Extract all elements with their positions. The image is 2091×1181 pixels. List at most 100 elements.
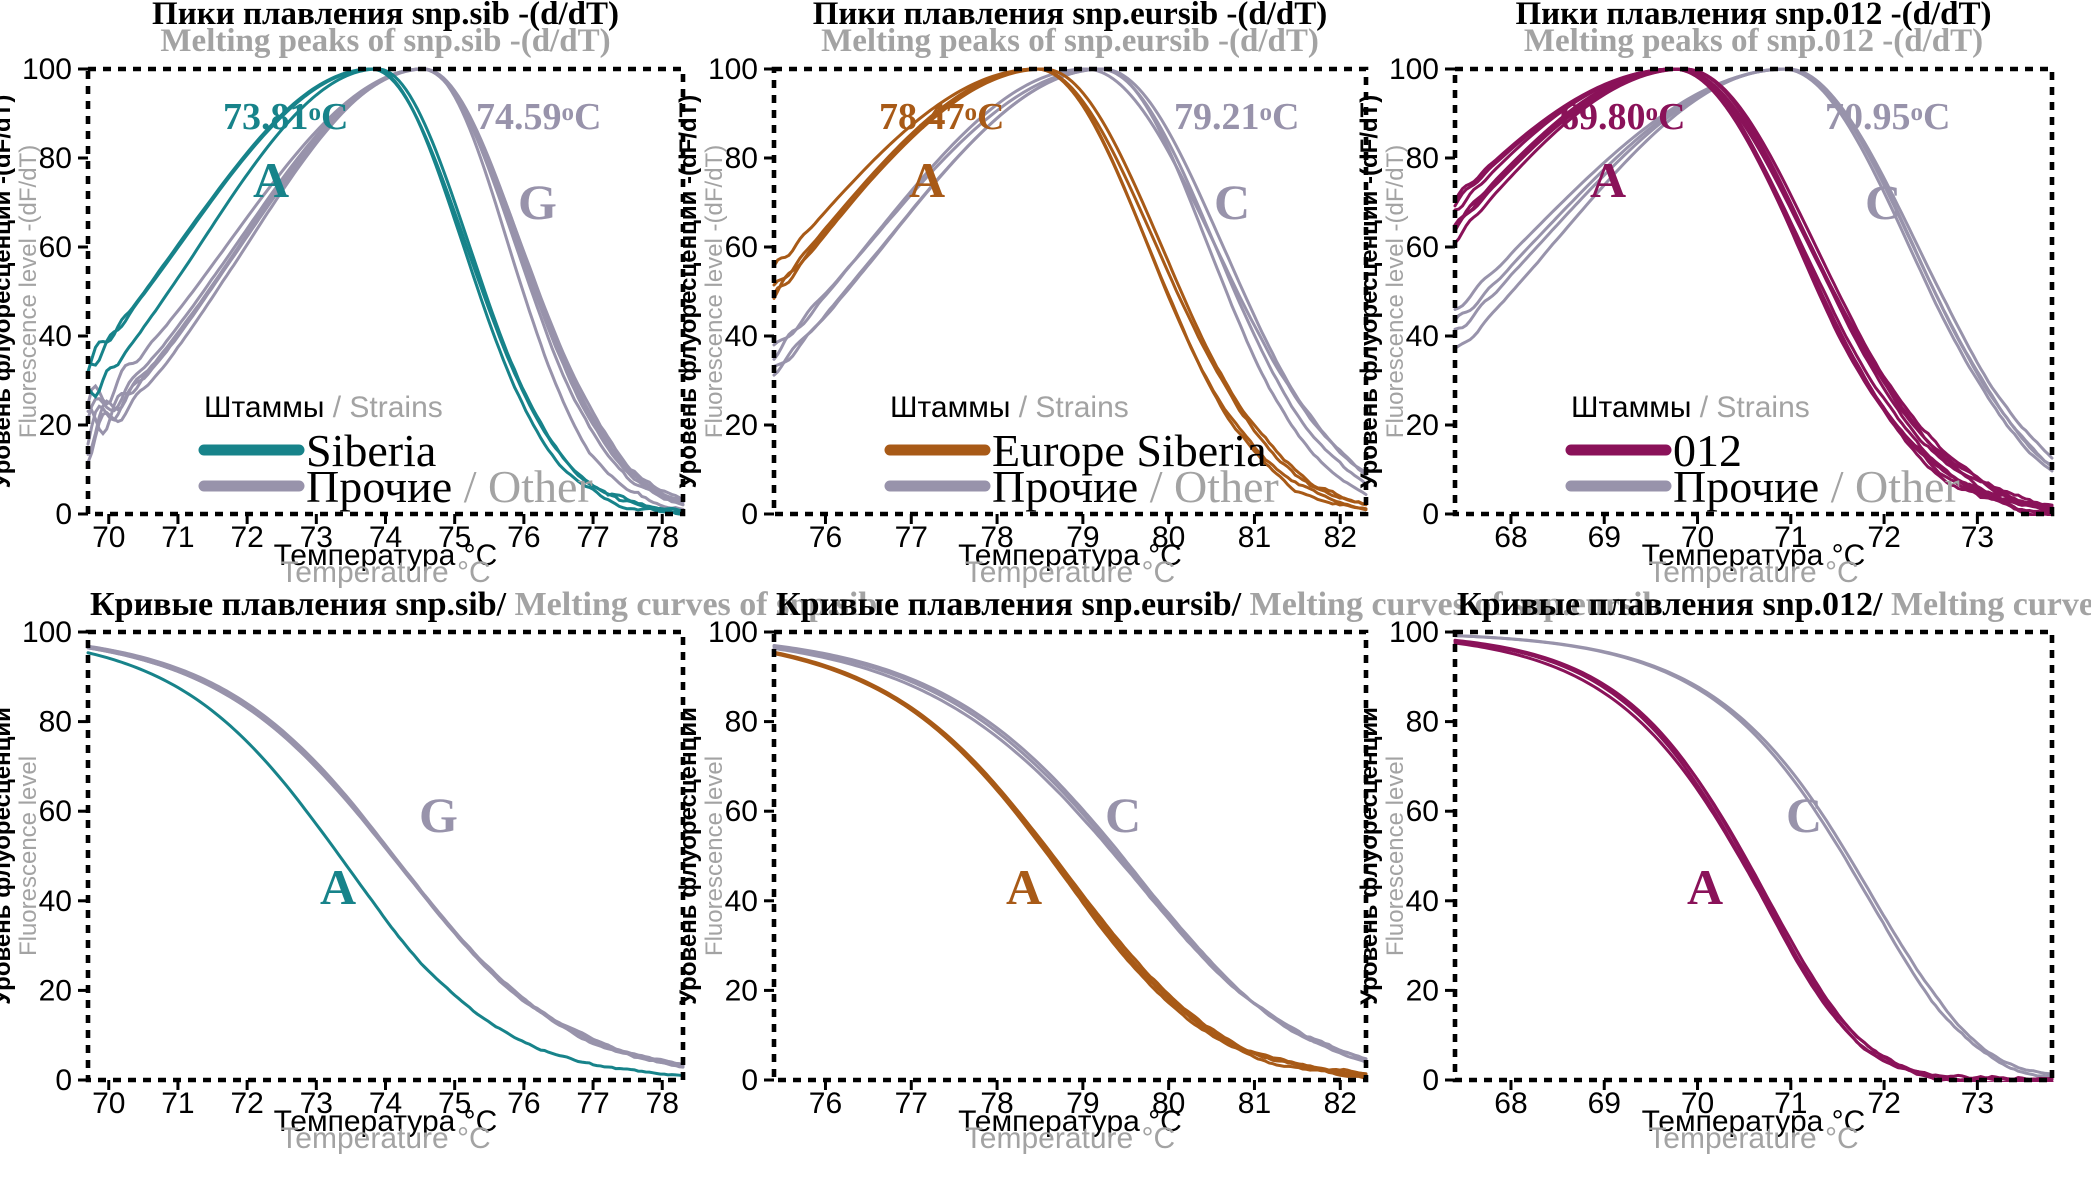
svg-text:73.81oC: 73.81oC — [223, 96, 348, 138]
svg-text:Melting peaks of snp.012 -(d/d: Melting peaks of snp.012 -(d/dT) — [1524, 23, 1983, 59]
svg-text:0: 0 — [1422, 498, 1439, 531]
svg-text:80: 80 — [1406, 142, 1439, 175]
svg-text:68: 68 — [1494, 1087, 1527, 1120]
svg-text:81: 81 — [1238, 1087, 1271, 1120]
svg-text:Прочие / Other: Прочие / Other — [306, 461, 593, 512]
svg-text:40: 40 — [1406, 320, 1439, 353]
svg-text:69.80oC: 69.80oC — [1560, 96, 1685, 138]
svg-text:82: 82 — [1324, 1087, 1357, 1120]
svg-text:40: 40 — [1406, 885, 1439, 918]
svg-text:70: 70 — [92, 1087, 125, 1120]
svg-text:71: 71 — [161, 1087, 194, 1120]
svg-text:100: 100 — [22, 53, 72, 86]
svg-text:Уровень флуоресценции: Уровень флуоресценции — [675, 707, 702, 1005]
svg-text:0: 0 — [55, 1064, 72, 1097]
svg-text:A: A — [320, 859, 356, 915]
svg-text:20: 20 — [39, 409, 72, 442]
svg-text:Fluorescence level -(dF/dT): Fluorescence level -(dF/dT) — [701, 145, 728, 438]
svg-text:79.21oC: 79.21oC — [1174, 96, 1299, 138]
svg-text:72: 72 — [1867, 521, 1900, 554]
svg-text:Уровень флуоресценции: Уровень флуоресценции — [1356, 707, 1383, 1005]
svg-text:G: G — [419, 787, 458, 843]
svg-text:76: 76 — [809, 1087, 842, 1120]
svg-text:60: 60 — [725, 231, 758, 264]
svg-text:72: 72 — [1867, 1087, 1900, 1120]
svg-text:Temperature °C: Temperature °C — [280, 1122, 490, 1155]
svg-text:Уровень флуоресценции: Уровень флуоресценции — [0, 707, 16, 1005]
svg-text:C: C — [1214, 174, 1250, 230]
svg-text:72: 72 — [230, 521, 263, 554]
svg-text:78.47oC: 78.47oC — [879, 96, 1004, 138]
svg-text:C: C — [1105, 787, 1141, 843]
svg-text:71: 71 — [161, 521, 194, 554]
svg-text:Прочие / Other: Прочие / Other — [992, 461, 1279, 512]
svg-text:78: 78 — [646, 1087, 679, 1120]
svg-text:68: 68 — [1494, 521, 1527, 554]
svg-text:80: 80 — [725, 142, 758, 175]
svg-text:40: 40 — [39, 885, 72, 918]
svg-text:77: 77 — [895, 1087, 928, 1120]
svg-text:C: C — [1865, 174, 1901, 230]
svg-text:Temperature °C: Temperature °C — [965, 556, 1175, 589]
svg-text:82: 82 — [1324, 521, 1357, 554]
svg-text:72: 72 — [230, 1087, 263, 1120]
svg-text:73: 73 — [1961, 521, 1994, 554]
svg-text:Уровень флуоресценции -(dF/dT): Уровень флуоресценции -(dF/dT) — [675, 95, 702, 489]
svg-text:G: G — [518, 174, 557, 230]
svg-text:40: 40 — [39, 320, 72, 353]
svg-text:A: A — [1006, 859, 1042, 915]
svg-text:Штаммы / Strains: Штаммы / Strains — [204, 391, 443, 424]
svg-text:A: A — [1590, 152, 1626, 208]
svg-text:0: 0 — [1422, 1064, 1439, 1097]
svg-text:Уровень флуоресценции -(dF/dT): Уровень флуоресценции -(dF/dT) — [1356, 95, 1383, 489]
svg-text:Fluorescence level: Fluorescence level — [1382, 756, 1409, 956]
svg-text:40: 40 — [725, 320, 758, 353]
svg-text:20: 20 — [1406, 409, 1439, 442]
svg-text:60: 60 — [39, 795, 72, 828]
svg-text:40: 40 — [725, 885, 758, 918]
svg-text:80: 80 — [1406, 706, 1439, 739]
svg-text:C: C — [1786, 787, 1822, 843]
svg-text:60: 60 — [1406, 795, 1439, 828]
svg-text:20: 20 — [725, 409, 758, 442]
svg-text:Fluorescence level -(dF/dT): Fluorescence level -(dF/dT) — [1382, 145, 1409, 438]
svg-text:Кривые плавления snp.sib/ Melt: Кривые плавления snp.sib/ Melting curves… — [90, 586, 877, 623]
svg-text:Уровень флуоресценции -(dF/dT): Уровень флуоресценции -(dF/dT) — [0, 95, 16, 489]
svg-text:0: 0 — [55, 498, 72, 531]
svg-text:80: 80 — [39, 706, 72, 739]
svg-text:76: 76 — [507, 521, 540, 554]
svg-text:80: 80 — [39, 142, 72, 175]
svg-text:73: 73 — [1961, 1087, 1994, 1120]
svg-text:77: 77 — [576, 1087, 609, 1120]
svg-text:60: 60 — [725, 795, 758, 828]
svg-text:69: 69 — [1588, 521, 1621, 554]
svg-text:60: 60 — [39, 231, 72, 264]
svg-text:0: 0 — [741, 498, 758, 531]
svg-text:A: A — [253, 152, 289, 208]
svg-text:76: 76 — [809, 521, 842, 554]
svg-text:Temperature °C: Temperature °C — [965, 1122, 1175, 1155]
svg-text:70.95oC: 70.95oC — [1825, 96, 1950, 138]
svg-text:Fluorescence level -(dF/dT): Fluorescence level -(dF/dT) — [15, 145, 42, 438]
svg-text:78: 78 — [646, 521, 679, 554]
svg-text:Melting peaks of snp.sib -(d/d: Melting peaks of snp.sib -(d/dT) — [160, 23, 610, 59]
svg-text:20: 20 — [725, 974, 758, 1007]
svg-text:20: 20 — [1406, 974, 1439, 1007]
svg-text:80: 80 — [725, 706, 758, 739]
svg-text:100: 100 — [1389, 616, 1439, 649]
svg-text:81: 81 — [1238, 521, 1271, 554]
svg-text:20: 20 — [39, 974, 72, 1007]
svg-text:Melting peaks of snp.eursib -(: Melting peaks of snp.eursib -(d/dT) — [821, 23, 1319, 59]
svg-text:76: 76 — [507, 1087, 540, 1120]
svg-text:Кривые плавления snp.012/ Melt: Кривые плавления snp.012/ Melting curves… — [1457, 586, 2091, 623]
svg-text:100: 100 — [708, 616, 758, 649]
svg-text:A: A — [909, 152, 945, 208]
svg-text:Штаммы / Strains: Штаммы / Strains — [1571, 391, 1810, 424]
svg-text:Fluorescence level: Fluorescence level — [15, 756, 42, 956]
svg-text:74.59oC: 74.59oC — [476, 96, 601, 138]
svg-text:100: 100 — [22, 616, 72, 649]
svg-text:Temperature °C: Temperature °C — [280, 556, 490, 589]
svg-text:60: 60 — [1406, 231, 1439, 264]
svg-text:Temperature °C: Temperature °C — [1648, 556, 1858, 589]
svg-text:Temperature °C: Temperature °C — [1648, 1122, 1858, 1155]
